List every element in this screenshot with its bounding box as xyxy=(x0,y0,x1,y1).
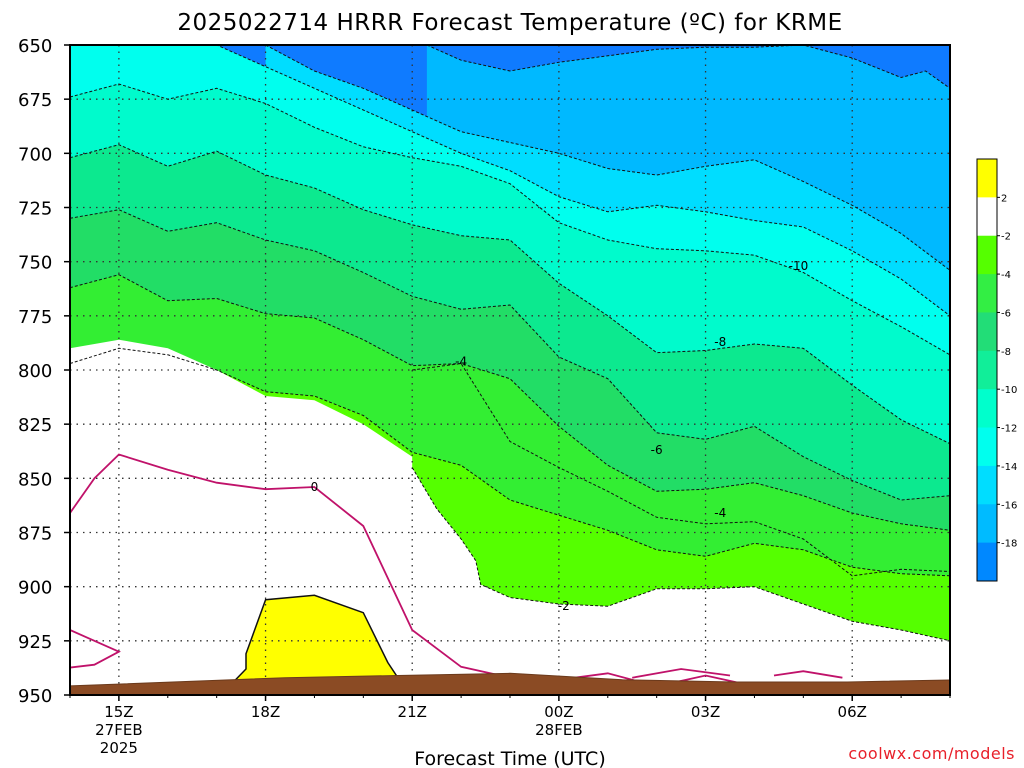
isotherm-m20 xyxy=(426,45,950,89)
colorbar-swatch xyxy=(977,274,997,313)
isotherm-m2 xyxy=(411,467,950,642)
isotherm-m10 xyxy=(70,209,950,501)
colorbar-swatch xyxy=(977,159,997,198)
contour-label: -10 xyxy=(789,259,809,273)
ground-layer xyxy=(70,672,950,695)
colorbar-label: -16 xyxy=(1001,500,1017,511)
chart-title: 2025022714 HRRR Forecast Temperature (ºC… xyxy=(177,10,842,36)
colorbar-swatch xyxy=(977,197,997,237)
x-tick-label: 2025 xyxy=(100,739,138,757)
y-tick-label: 800 xyxy=(18,361,52,382)
colorbar-label: -10 xyxy=(1001,385,1017,396)
isotherm-m4 xyxy=(412,362,950,577)
colorbar-swatch xyxy=(977,312,997,352)
colorbar-swatch xyxy=(977,350,997,390)
y-tick-label: 850 xyxy=(18,469,52,490)
contour-label: 0 xyxy=(311,480,319,494)
isotherm-m12 xyxy=(70,144,950,445)
contour-label: -2 xyxy=(558,599,570,613)
plot-area xyxy=(70,45,950,695)
contour-label: -8 xyxy=(714,335,726,349)
temperature-fill-bands xyxy=(70,45,950,695)
colorbar-swatch xyxy=(977,389,997,429)
y-axis: 650 675 700 725 750 775 800 825 850 875 900 925 950 xyxy=(18,36,70,707)
y-tick-label: 825 xyxy=(18,415,52,436)
colorbar-swatch xyxy=(977,465,997,505)
colorbar-label: -2 xyxy=(1001,232,1011,243)
y-tick-label: 775 xyxy=(18,307,52,328)
y-tick-label: 900 xyxy=(18,578,52,599)
isotherm-m14 xyxy=(70,83,950,356)
y-tick-label: 675 xyxy=(18,90,52,111)
colorbar-label: -4 xyxy=(1001,270,1011,281)
isotherm-m6 xyxy=(70,347,950,577)
contour-label: -4 xyxy=(455,354,467,368)
colorbar-label: -8 xyxy=(1001,347,1011,358)
x-tick-label: 28FEB xyxy=(535,721,582,739)
x-tick-label: 18Z xyxy=(251,703,280,721)
isotherm-0-loop xyxy=(632,668,731,679)
colorbar-label: 2 xyxy=(1001,193,1007,204)
x-tick-label: 03Z xyxy=(691,703,720,721)
y-tick-label: 750 xyxy=(18,253,52,274)
colorbar-swatch xyxy=(977,542,997,582)
colorbar: 2 -2 -4 -6 -8 -10 -12 -14 -16 -18 xyxy=(976,158,1017,582)
x-axis-label: Forecast Time (UTC) xyxy=(414,748,605,768)
x-tick-label: 00Z xyxy=(544,703,573,721)
y-tick-label: 925 xyxy=(18,632,52,653)
colorbar-swatch xyxy=(977,427,997,467)
contour-label: -6 xyxy=(651,443,663,457)
colorbar-swatch xyxy=(977,504,997,544)
contour-label: -4 xyxy=(714,506,726,520)
x-tick-label: 15Z xyxy=(104,703,133,721)
y-tick-label: 950 xyxy=(18,686,52,707)
y-tick-label: 875 xyxy=(18,524,52,545)
isotherm-0-loop xyxy=(70,629,121,669)
x-tick-label: 21Z xyxy=(398,703,427,721)
colorbar-frame xyxy=(976,158,998,582)
y-tick-label: 700 xyxy=(18,144,52,165)
temp-band-warm xyxy=(206,595,410,695)
colorbar-label: -14 xyxy=(1001,462,1017,473)
isotherm-0-loop xyxy=(773,670,843,679)
y-tick-label: 725 xyxy=(18,199,52,220)
x-tick-label: 27FEB xyxy=(95,721,142,739)
contour-labels: -10 -8 -6 -4 -4 -2 0 xyxy=(311,259,809,613)
ground-fill xyxy=(70,672,950,695)
colorbar-label: -12 xyxy=(1001,424,1017,435)
colorbar-swatch xyxy=(977,235,997,275)
isotherm-m18 xyxy=(265,45,950,271)
y-tick-label: 650 xyxy=(18,36,52,57)
isotherm-m16 xyxy=(215,45,950,317)
colorbar-label: -6 xyxy=(1001,308,1011,319)
colorbar-label: -18 xyxy=(1001,539,1017,550)
x-tick-label: 06Z xyxy=(838,703,867,721)
credit-link[interactable]: coolwx.com/models xyxy=(848,744,1015,763)
